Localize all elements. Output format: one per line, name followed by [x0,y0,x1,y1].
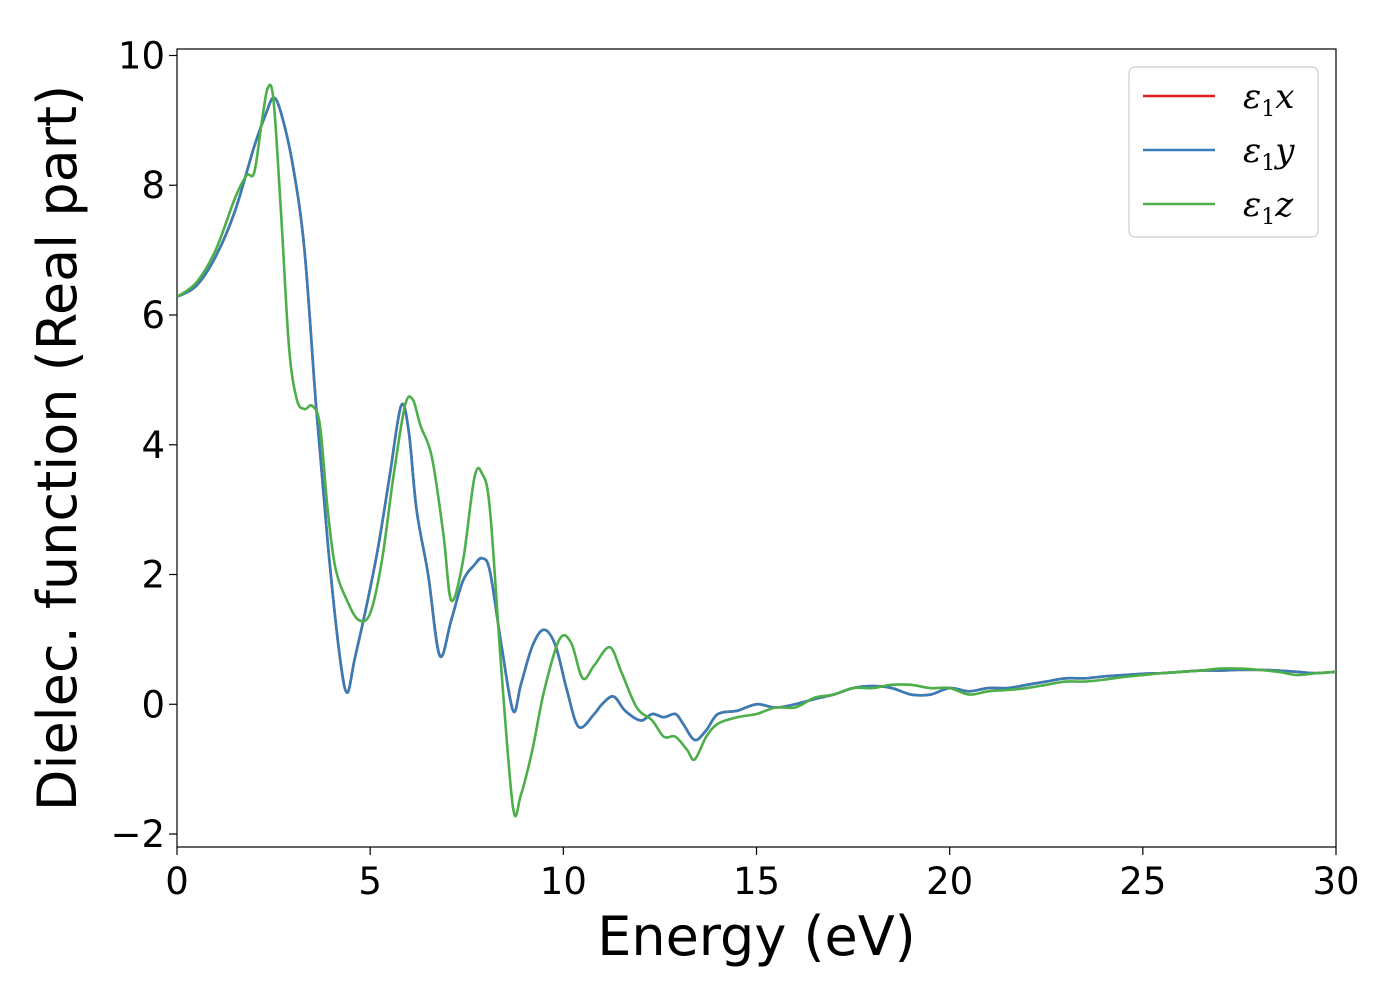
series-layer [177,83,1336,818]
x-axis: 0 5 10 15 20 25 30 [165,847,1360,903]
x-tick-label: 10 [540,860,587,903]
y-tick-label: 4 [141,424,165,467]
series-line-z [177,83,1336,818]
x-axis-title: Energy (eV) [597,905,916,968]
y-tick-label: 8 [141,164,165,207]
legend-box [1128,66,1319,238]
series-line-y [177,96,1336,742]
y-tick-label: 10 [118,34,165,77]
legend-label-x: ε1x [1243,77,1294,122]
x-tick-label: 20 [926,860,973,903]
legend-label-y: ε1y [1243,131,1295,176]
legend-label-z: ε1z [1243,185,1294,230]
legend: ε1x ε1y ε1z [1128,66,1319,238]
x-tick-label: 0 [165,860,189,903]
y-tick-label: −2 [110,813,165,856]
x-tick-label: 30 [1312,860,1359,903]
y-axis-title: Dielec. function (Real part) [26,85,89,811]
y-tick-label: 2 [141,554,165,597]
y-axis: −2 0 2 4 6 8 10 [110,34,177,856]
x-tick-label: 25 [1119,860,1166,903]
x-tick-label: 5 [358,860,382,903]
y-tick-label: 6 [141,294,165,337]
y-tick-label: 0 [141,683,165,726]
x-tick-label: 15 [733,860,780,903]
